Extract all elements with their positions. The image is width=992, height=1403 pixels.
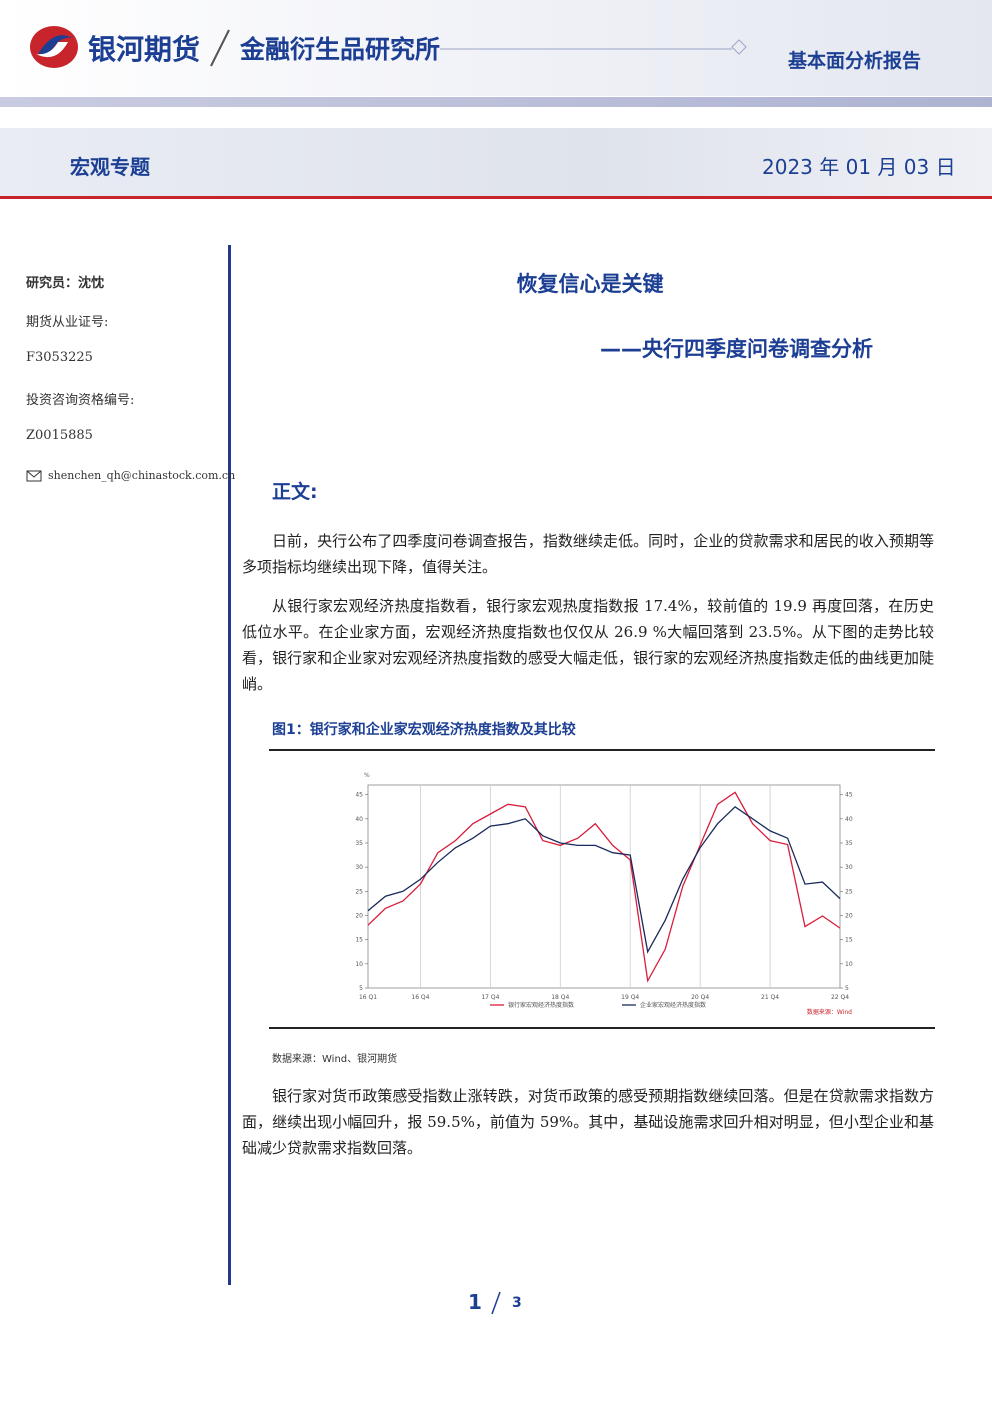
mail-icon <box>26 470 42 482</box>
subtitle: ——央行四季度问卷调查分析 <box>600 337 873 361</box>
email: shenchen_qh@chinastock.com.cn <box>48 469 236 482</box>
section-heading: 正文: <box>272 481 318 503</box>
license-label: 期货从业证号: <box>26 315 109 330</box>
date: 2023 年 01 月 03 日 <box>762 155 956 179</box>
title: 恢复信心是关键 <box>516 272 664 296</box>
y-tick-label: 45 <box>355 792 363 799</box>
figure-source: 数据来源：Wind、银河期货 <box>272 1054 398 1065</box>
x-tick-label: 21 Q4 <box>761 994 779 1001</box>
x-tick-label: 22 Q4 <box>831 994 849 1001</box>
paragraph: 银行家对货币政策感受指数止涨转跌，对货币政策的感受预期指数继续回落。但是在贷款需… <box>242 1087 934 1157</box>
x-tick-label: 16 Q4 <box>411 994 429 1001</box>
page-slash <box>491 1291 501 1315</box>
figure-rule <box>269 749 935 751</box>
page-number: 1 <box>468 1290 482 1314</box>
y-tick-label: 40 <box>355 816 363 823</box>
consult: Z0015885 <box>26 428 93 443</box>
x-tick-label: 16 Q1 <box>359 994 377 1001</box>
series-line <box>367 805 841 954</box>
sidebar-rule <box>228 245 231 1285</box>
y-tick-label: 15 <box>355 937 363 944</box>
y-tick-label: 20 <box>355 913 363 920</box>
series-line <box>367 791 841 983</box>
consult-label: 投资咨询资格编号: <box>26 393 135 408</box>
y2-tick-label: 25 <box>845 888 853 895</box>
chart-watermark: 数据来源：Wind <box>807 1008 852 1016</box>
y-tick-label: 30 <box>355 864 363 871</box>
y2-tick-label: 10 <box>845 961 853 968</box>
figure-rule <box>269 1027 935 1029</box>
y-tick-label: 35 <box>355 840 363 847</box>
x-tick-label: 19 Q4 <box>621 994 639 1001</box>
page-total: 3 <box>512 1295 522 1311</box>
brand: 银河期货 <box>88 33 201 66</box>
y2-tick-label: 5 <box>845 985 849 992</box>
logo <box>30 26 78 68</box>
paragraph: 日前，央行公布了四季度问卷调查报告，指数继续走低。同时，企业的贷款需求和居民的收… <box>242 532 934 576</box>
x-tick-label: 18 Q4 <box>551 994 569 1001</box>
y2-tick-label: 15 <box>845 937 853 944</box>
x-tick-label: 20 Q4 <box>691 994 709 1001</box>
y2-tick-label: 40 <box>845 816 853 823</box>
slash <box>210 29 230 67</box>
red-rule <box>0 196 992 199</box>
y2-tick-label: 45 <box>845 792 853 799</box>
legend-label: 企业家宏观经济热度指数 <box>640 1001 706 1009</box>
header-stripe <box>0 97 992 107</box>
report-type: 基本面分析报告 <box>788 50 922 72</box>
header-ornament <box>440 39 747 55</box>
legend-label: 银行家宏观经济热度指数 <box>508 1001 574 1009</box>
plot-frame <box>367 784 841 989</box>
paragraph: 从银行家宏观经济热度指数看，银行家宏观热度指数报 17.4%，较前值的 19.9… <box>242 597 934 693</box>
topic-band <box>0 128 992 196</box>
header-band <box>0 0 992 96</box>
y-tick-label: 10 <box>355 961 363 968</box>
institute: 金融衍生品研究所 <box>240 35 441 64</box>
y2-tick-label: 35 <box>845 840 853 847</box>
license: F3053225 <box>26 350 93 365</box>
y2-tick-label: 20 <box>845 913 853 920</box>
y2-tick-label: 30 <box>845 864 853 871</box>
analyst: 研究员：沈忱 <box>26 276 105 291</box>
x-tick-label: 17 Q4 <box>481 994 499 1001</box>
figure-caption: 图1：银行家和企业家宏观经济热度指数及其比较 <box>272 722 576 738</box>
y-unit: % <box>364 772 370 779</box>
topic: 宏观专题 <box>70 155 150 179</box>
y-tick-label: 5 <box>359 985 363 992</box>
y-tick-label: 25 <box>355 888 363 895</box>
